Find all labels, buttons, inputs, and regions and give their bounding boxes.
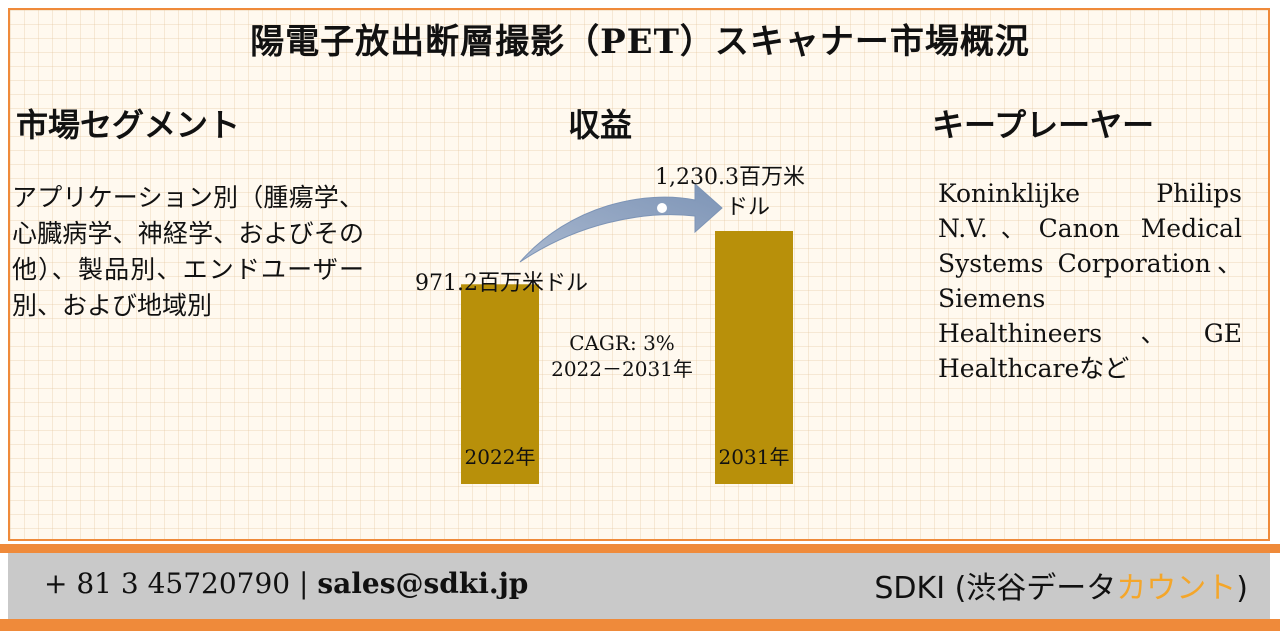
contact-separator: |	[299, 567, 309, 600]
value-label-2022: 971.2百万米ドル	[415, 271, 588, 296]
players-heading: キープレーヤー	[932, 106, 1155, 144]
email-link[interactable]: sales@sdki.jp	[317, 567, 529, 600]
phone-number: + 81 3 45720790	[44, 567, 291, 600]
revenue-chart: 2022年 2031年 971.2百万米ドル 1,230.3百万米 ドル CAG…	[415, 165, 805, 484]
arrow-dot	[657, 203, 667, 213]
footer-top-stripe	[0, 544, 1280, 553]
value-label-2031-line1: 1,230.3百万米	[655, 165, 805, 190]
bar-2022	[461, 284, 539, 484]
segment-heading: 市場セグメント	[16, 106, 241, 144]
page-title: 陽電子放出断層撮影（PET）スキャナー市場概況	[250, 22, 1030, 62]
overview-panel	[8, 8, 1270, 541]
cagr-period-label: 2022－2031年	[551, 357, 693, 381]
brand-suffix: )	[1236, 571, 1248, 606]
category-label-2022: 2022年	[465, 445, 536, 469]
brand-logo-text: SDKI (渋谷データカウント)	[874, 563, 1248, 607]
brand-accent: カウント	[1116, 571, 1237, 606]
bar-2031	[715, 231, 793, 484]
contact-info: + 81 3 45720790 | sales@sdki.jp	[44, 567, 528, 600]
key-players-list: Koninklijke Philips N.V.、Canon Medical S…	[938, 179, 1242, 383]
cagr-label: CAGR: 3%	[569, 331, 675, 355]
revenue-heading: 収益	[568, 106, 633, 144]
segment-description: アプリケーション別（腫瘍学、心臓病学、神経学、およびその他）、製品別、エンドユー…	[12, 183, 364, 320]
category-label-2031: 2031年	[719, 445, 790, 469]
footer-bottom-stripe	[0, 619, 1280, 631]
brand-prefix: SDKI (渋谷データ	[874, 571, 1117, 606]
growth-arrow	[519, 182, 723, 263]
footer-bar: + 81 3 45720790 | sales@sdki.jp SDKI (渋谷…	[8, 553, 1270, 619]
value-label-2031-line2: ドル	[726, 195, 770, 220]
